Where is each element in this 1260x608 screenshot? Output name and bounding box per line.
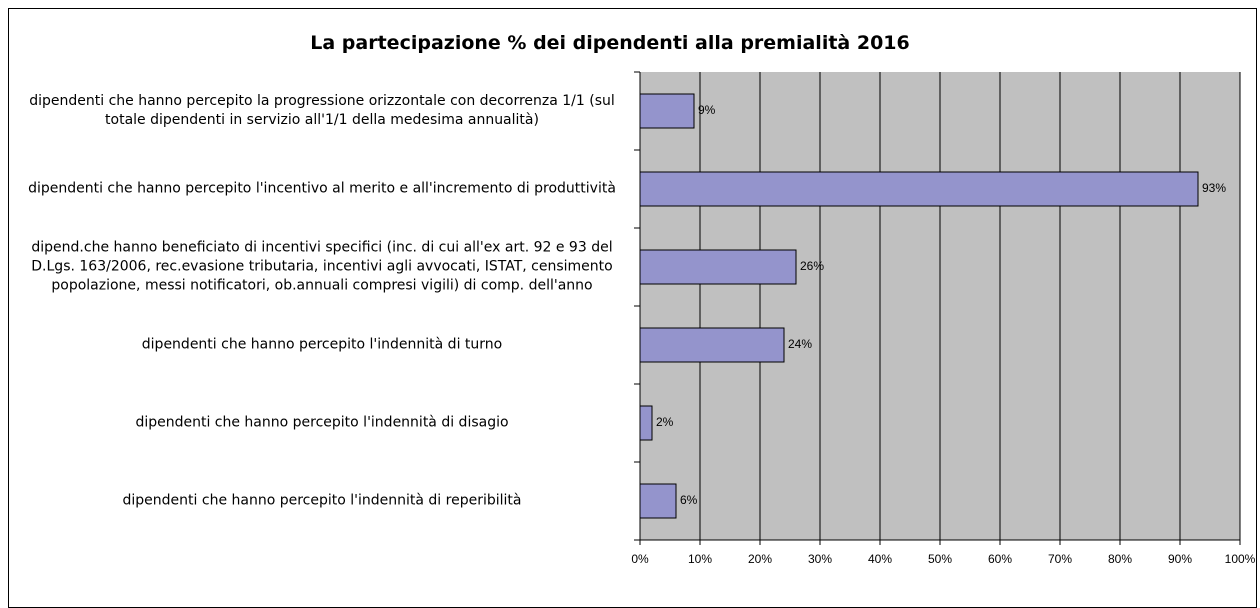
x-tick-label: 100%	[1225, 552, 1256, 566]
chart: La partecipazione % dei dipendenti alla …	[310, 32, 1256, 566]
x-tick-label: 90%	[1168, 552, 1192, 566]
value-label: 26%	[800, 259, 824, 273]
y-tick-label: dipendenti che hanno percepito l'indenni…	[141, 336, 503, 353]
bar	[639, 249, 797, 285]
value-label: 93%	[1202, 181, 1226, 195]
x-tick-label: 70%	[1048, 552, 1072, 566]
value-label: 2%	[656, 415, 674, 429]
bar	[639, 171, 1199, 207]
value-label: 6%	[680, 493, 698, 507]
value-label: 24%	[788, 337, 812, 351]
bar	[639, 93, 695, 129]
bar	[639, 483, 677, 519]
x-tick-label: 50%	[928, 552, 952, 566]
y-tick-label: dipendenti che hanno percepito la progre…	[29, 93, 615, 128]
x-tick-label: 60%	[988, 552, 1012, 566]
x-tick-label: 30%	[808, 552, 832, 566]
x-tick-label: 20%	[748, 552, 772, 566]
y-tick-label: dipendenti che hanno percepito l'incenti…	[28, 180, 616, 197]
bar	[639, 405, 653, 441]
x-tick-label: 40%	[868, 552, 892, 566]
y-tick-label: dipendenti che hanno percepito l'indenni…	[135, 414, 509, 431]
x-tick-label: 10%	[688, 552, 712, 566]
chart-title: La partecipazione % dei dipendenti alla …	[310, 32, 909, 54]
bar	[639, 327, 785, 363]
value-label: 9%	[698, 103, 716, 117]
y-tick-label: dipendenti che hanno percepito l'indenni…	[122, 492, 522, 509]
y-tick-label: dipend.che hanno beneficiato di incentiv…	[31, 239, 613, 294]
x-tick-label: 80%	[1108, 552, 1132, 566]
x-tick-label: 0%	[631, 552, 649, 566]
page: La partecipazione % dei dipendenti alla …	[8, 8, 1257, 608]
